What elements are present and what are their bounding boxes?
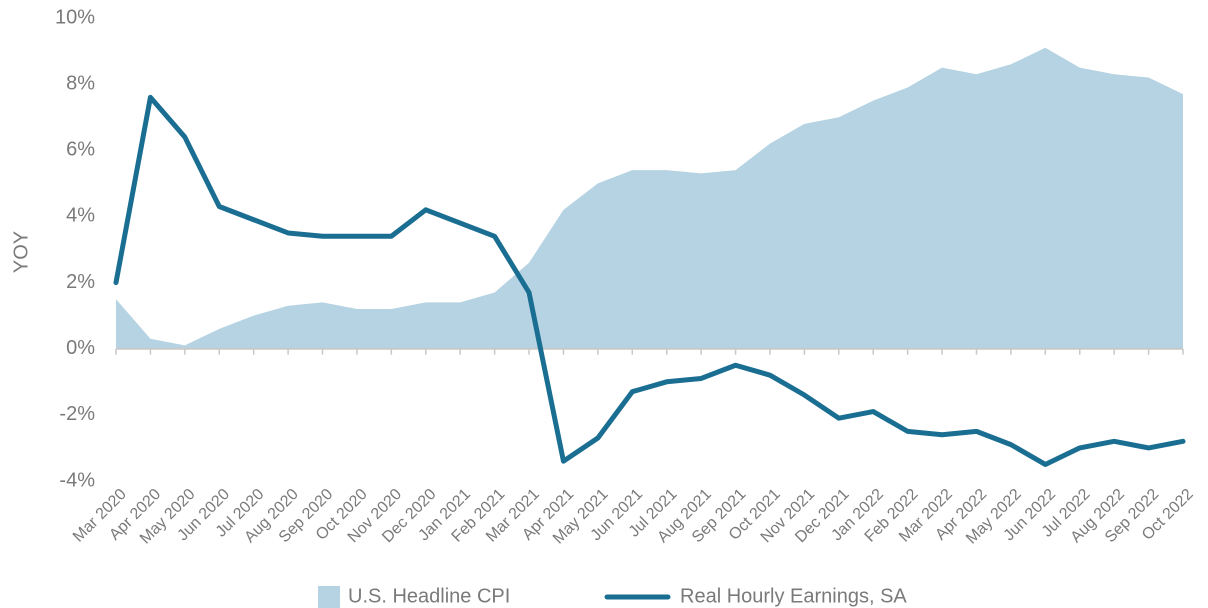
y-tick-label: 4% <box>66 205 95 227</box>
y-tick-label: 2% <box>66 271 95 293</box>
legend-label: Real Hourly Earnings, SA <box>680 585 907 607</box>
y-tick-label: 6% <box>66 139 95 161</box>
y-tick-label: -4% <box>59 469 95 491</box>
legend-swatch <box>318 586 340 608</box>
legend-label: U.S. Headline CPI <box>348 585 510 607</box>
y-tick-label: 10% <box>55 6 95 28</box>
y-tick-label: 0% <box>66 337 95 359</box>
cpi-area <box>116 47 1183 349</box>
y-tick-label: 8% <box>66 72 95 94</box>
y-tick-label: -2% <box>59 403 95 425</box>
earnings-line <box>113 94 1186 467</box>
y-axis-label: YOY <box>10 231 32 273</box>
